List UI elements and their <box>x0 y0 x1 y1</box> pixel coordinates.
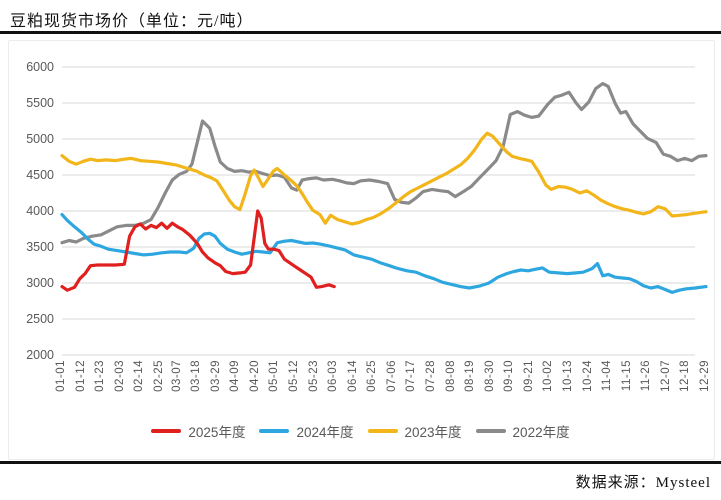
x-axis-tick-label: 09-10 <box>503 360 516 392</box>
x-axis-tick-label: 03-07 <box>170 360 183 392</box>
legend-swatch-icon <box>151 429 182 433</box>
series-line-2023年度 <box>60 131 708 226</box>
x-axis-tick-label: 02-25 <box>152 360 165 392</box>
title-divider <box>0 31 721 34</box>
y-axis-tick-label: 5500 <box>26 96 54 110</box>
x-axis-tick-label: 10-24 <box>581 360 594 392</box>
series-line-2025年度 <box>60 209 336 292</box>
x-axis-tick-label: 06-03 <box>327 360 340 392</box>
x-axis-tick-label: 12-29 <box>699 360 711 392</box>
y-axis-tick-label: 3500 <box>26 240 54 254</box>
legend-swatch-icon <box>475 429 506 433</box>
x-axis-tick-label: 03-29 <box>209 360 222 392</box>
x-axis-tick-label: 05-01 <box>268 360 281 392</box>
legend-swatch-icon <box>259 429 290 433</box>
chart-title: 豆粕现货市场价（单位：元/吨） <box>10 13 254 30</box>
y-axis-tick-label: 2500 <box>26 312 54 326</box>
series-line-2022年度 <box>60 81 708 245</box>
x-axis-tick-label: 02-03 <box>113 360 126 392</box>
y-axis-tick-label: 4500 <box>26 168 54 182</box>
x-axis-tick-label: 02-14 <box>133 360 146 392</box>
x-axis-tick-label: 05-23 <box>307 360 320 392</box>
x-axis-tick-label: 05-12 <box>288 360 301 392</box>
x-axis-tick-label: 07-06 <box>385 360 398 392</box>
legend-label: 2024年度 <box>296 425 354 440</box>
x-axis-tick-label: 12-07 <box>659 360 672 392</box>
y-axis-tick-label: 6000 <box>26 60 54 74</box>
x-axis-tick-label: 11-26 <box>640 360 653 392</box>
x-axis-tick-label: 10-13 <box>562 360 575 392</box>
x-axis-tick-label: 04-09 <box>229 360 242 392</box>
x-axis-tick-label: 08-19 <box>464 360 477 392</box>
legend-item: 2023年度 <box>367 421 462 441</box>
legend-item: 2022年度 <box>475 421 570 441</box>
y-axis-tick-label: 3000 <box>26 276 54 290</box>
legend-label: 2025年度 <box>188 425 246 440</box>
legend-item: 2025年度 <box>151 421 245 441</box>
x-axis-tick-label: 11-15 <box>620 360 633 392</box>
line-chart <box>60 66 708 356</box>
x-axis-tick-label: 07-17 <box>405 360 418 392</box>
legend-label: 2023年度 <box>404 425 462 440</box>
chart-legend: 2025年度 2024年度 2023年度 2022年度 <box>0 421 721 441</box>
x-axis-tick-label: 03-18 <box>190 360 203 392</box>
data-source: 数据来源：Mysteel <box>575 475 711 491</box>
legend-label: 2022年度 <box>512 425 570 440</box>
x-axis-tick-label: 06-25 <box>366 360 379 392</box>
x-axis-tick-label: 11-04 <box>601 360 614 392</box>
y-axis-tick-label: 4000 <box>26 204 54 218</box>
x-axis-tick-label: 01-23 <box>94 360 107 392</box>
series-line-2024年度 <box>60 213 708 294</box>
legend-swatch-icon <box>367 429 398 433</box>
x-axis-tick-label: 08-30 <box>483 360 496 392</box>
y-axis-tick-label: 2000 <box>26 348 54 362</box>
x-axis-tick-label: 09-21 <box>522 360 535 392</box>
x-axis-tick-label: 06-14 <box>346 360 359 392</box>
x-axis-tick-label: 07-28 <box>425 360 438 392</box>
x-axis-tick-label: 12-18 <box>679 360 692 392</box>
x-axis-tick-label: 01-01 <box>55 360 67 392</box>
footer-divider <box>0 461 721 464</box>
y-axis-tick-label: 5000 <box>26 132 54 146</box>
x-axis-tick-label: 10-02 <box>542 360 555 392</box>
x-axis-tick-label: 08-08 <box>444 360 457 392</box>
x-axis-tick-label: 04-20 <box>248 360 261 392</box>
legend-item: 2024年度 <box>259 421 354 441</box>
x-axis-tick-label: 01-12 <box>74 360 87 392</box>
